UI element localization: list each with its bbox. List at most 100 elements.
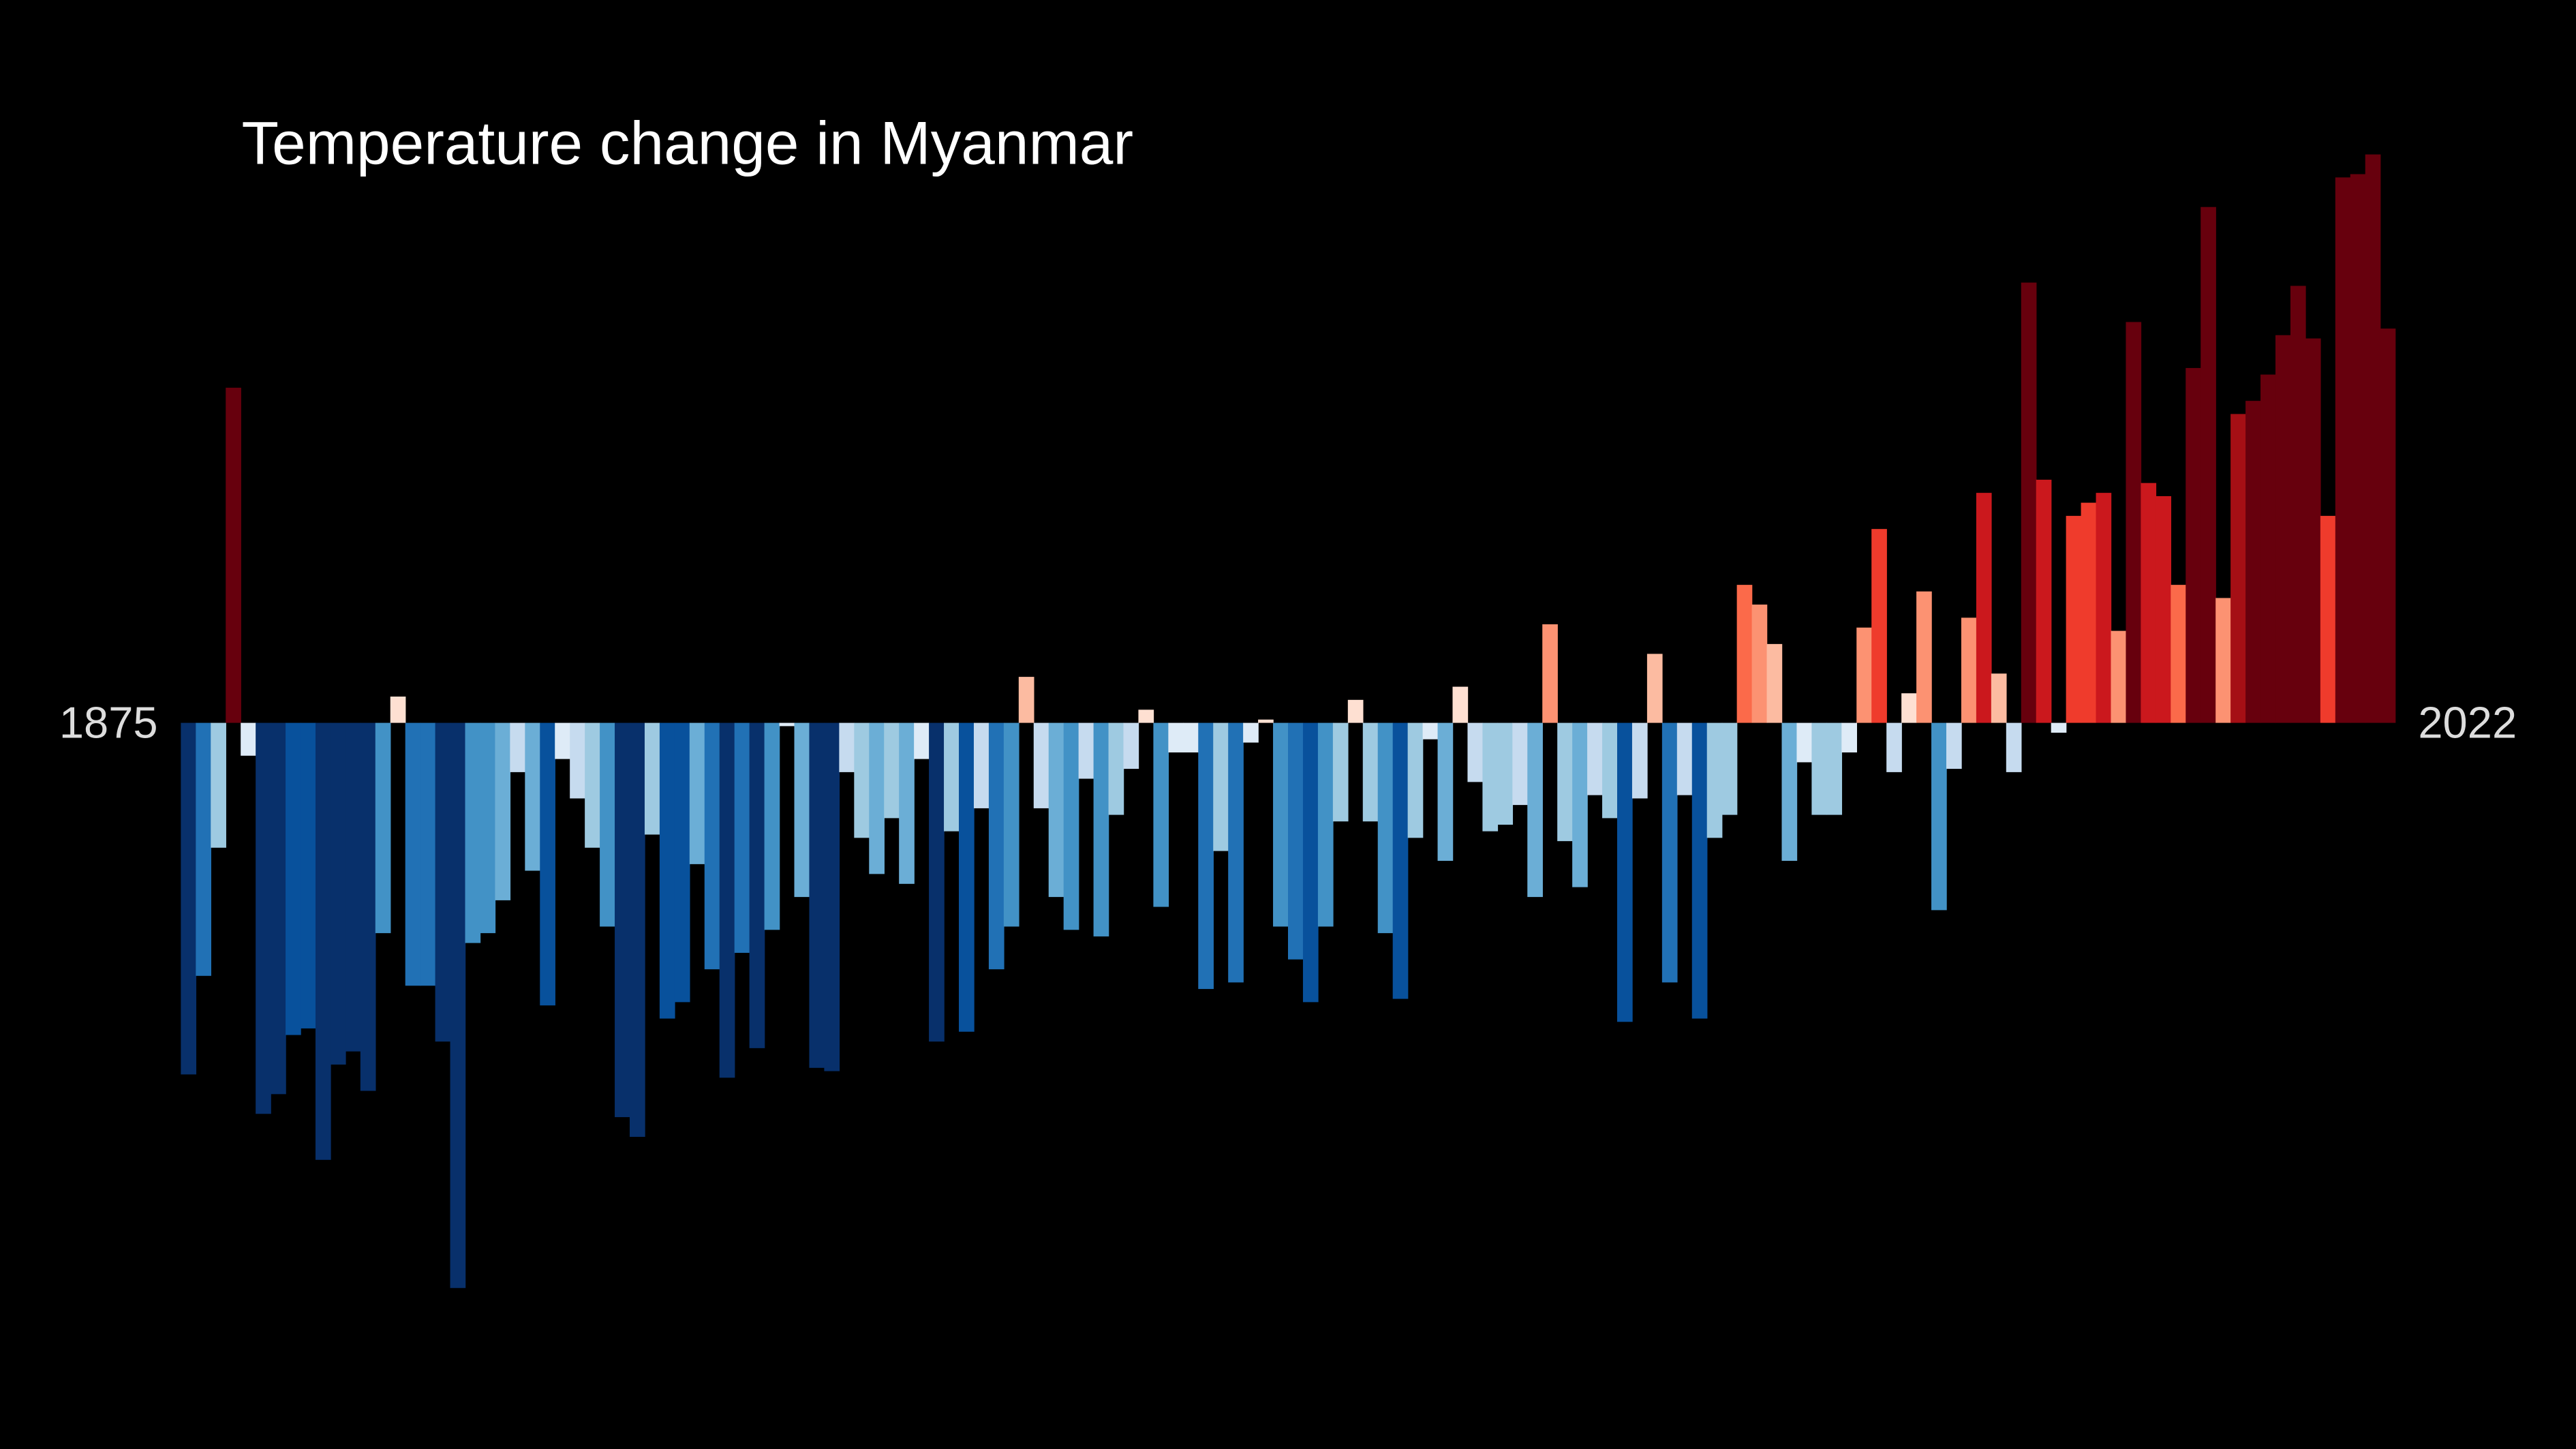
bar <box>630 722 645 1138</box>
bar <box>2171 585 2186 723</box>
bar <box>1961 617 1977 723</box>
bar <box>286 722 301 1035</box>
bar <box>2051 722 2067 733</box>
bar <box>749 722 765 1048</box>
bar <box>540 722 555 1006</box>
bar <box>1587 722 1603 795</box>
bar <box>1422 722 1439 739</box>
bar <box>1661 722 1678 983</box>
bar <box>824 722 840 1071</box>
bar <box>1198 722 1214 990</box>
bar <box>1033 722 1049 808</box>
bar <box>1153 722 1169 907</box>
bar <box>779 722 795 727</box>
bar <box>2335 177 2351 723</box>
bar <box>644 722 660 835</box>
bar <box>1646 654 1663 723</box>
bar <box>659 722 675 1019</box>
bar <box>1317 722 1334 927</box>
bar <box>1602 722 1618 819</box>
bar <box>2215 598 2231 723</box>
bar <box>420 722 436 986</box>
bar <box>2021 282 2037 723</box>
bar <box>1542 624 1558 723</box>
bar <box>1527 722 1543 898</box>
bar <box>1138 710 1154 723</box>
bar <box>1437 722 1454 861</box>
bar <box>1467 722 1484 782</box>
bar <box>1856 627 1872 723</box>
bar <box>2230 414 2246 723</box>
bar <box>211 722 226 848</box>
bar <box>1302 722 1319 1003</box>
bar <box>570 722 585 799</box>
bar <box>1976 493 1992 723</box>
bar <box>1093 722 1109 936</box>
bar <box>1616 722 1633 1022</box>
bar <box>689 722 705 864</box>
bar <box>1721 722 1738 815</box>
bar <box>914 722 930 759</box>
bar <box>1736 585 1753 723</box>
bar <box>1751 605 1768 723</box>
bar <box>405 722 421 986</box>
bar <box>301 722 316 1028</box>
bar <box>1826 722 1843 815</box>
bar <box>1063 722 1079 930</box>
bar <box>1871 529 1887 723</box>
bar <box>2275 335 2291 723</box>
bar <box>510 722 526 772</box>
bar <box>360 722 376 1091</box>
bar <box>1482 722 1499 832</box>
bar <box>1243 722 1259 743</box>
x-tick-label: 1875 <box>59 698 158 748</box>
bar <box>929 722 945 1042</box>
bar <box>764 722 780 930</box>
bar <box>1931 722 1947 911</box>
bar <box>809 722 825 1068</box>
bar <box>435 722 451 1042</box>
bar <box>1886 722 1902 772</box>
bar <box>1273 722 1289 927</box>
bar <box>600 722 615 927</box>
bar <box>1003 722 1019 927</box>
bar <box>2201 207 2216 723</box>
bar <box>1781 722 1798 861</box>
bar <box>585 722 600 848</box>
bar <box>345 722 361 1052</box>
bar <box>674 722 690 1003</box>
bar <box>1168 722 1184 752</box>
bar <box>480 722 496 934</box>
bar <box>2141 483 2157 723</box>
bar <box>794 722 810 898</box>
bar <box>2305 338 2321 723</box>
bar <box>1557 722 1573 842</box>
bar <box>1347 699 1364 723</box>
bar <box>2111 630 2127 723</box>
bar <box>196 722 212 976</box>
bar <box>1841 722 1857 752</box>
bar <box>1691 722 1708 1019</box>
bar <box>615 722 630 1118</box>
bar <box>899 722 915 884</box>
bar <box>2156 495 2172 723</box>
bar <box>241 722 256 756</box>
bar <box>1706 722 1723 838</box>
bar <box>944 722 960 832</box>
chart-title: Temperature change in Myanmar <box>242 109 1134 177</box>
bar <box>1676 722 1693 795</box>
bar <box>555 722 570 759</box>
bar <box>704 722 720 970</box>
bar <box>869 722 885 874</box>
bar <box>2365 154 2381 723</box>
bar <box>2081 502 2097 723</box>
bar <box>854 722 870 838</box>
bar <box>465 722 481 943</box>
bar <box>988 722 1005 970</box>
bar <box>1392 722 1409 999</box>
bar <box>330 722 346 1065</box>
bar <box>1901 693 1917 723</box>
bar <box>1796 722 1813 763</box>
bar <box>1362 722 1379 822</box>
